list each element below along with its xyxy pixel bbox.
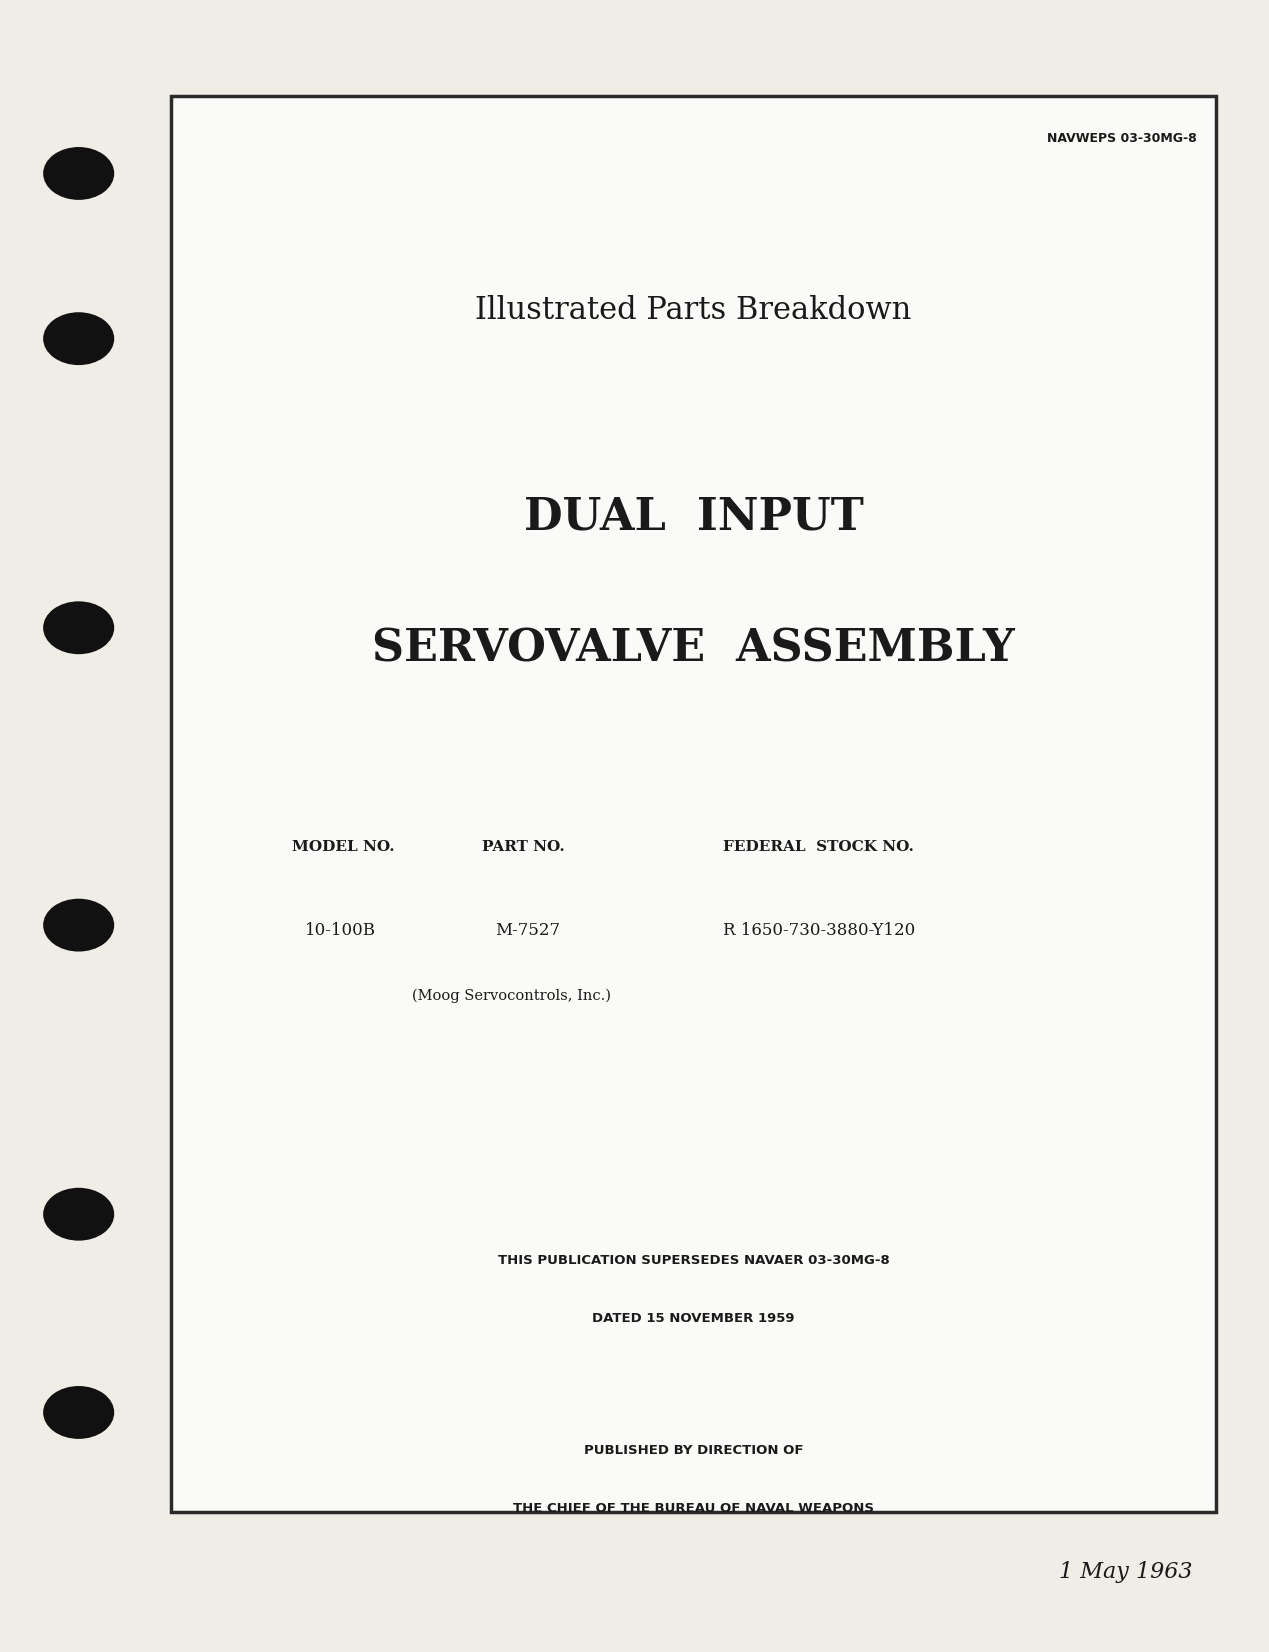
Bar	[171, 96, 1216, 1512]
Text: SERVOVALVE  ASSEMBLY: SERVOVALVE ASSEMBLY	[372, 628, 1015, 671]
Text: 1 May 1963: 1 May 1963	[1060, 1561, 1193, 1583]
Ellipse shape	[43, 147, 114, 200]
Text: R 1650-730-3880-Y120: R 1650-730-3880-Y120	[723, 922, 915, 938]
Text: 10-100B: 10-100B	[305, 922, 376, 938]
Ellipse shape	[43, 1386, 114, 1439]
Text: THIS PUBLICATION SUPERSEDES NAVAER 03-30MG-8: THIS PUBLICATION SUPERSEDES NAVAER 03-30…	[497, 1254, 890, 1267]
Ellipse shape	[43, 899, 114, 952]
Text: DATED 15 NOVEMBER 1959: DATED 15 NOVEMBER 1959	[593, 1312, 794, 1325]
Ellipse shape	[43, 1188, 114, 1241]
Text: (Moog Servocontrols, Inc.): (Moog Servocontrols, Inc.)	[412, 990, 612, 1003]
Text: MODEL NO.: MODEL NO.	[292, 841, 395, 854]
Ellipse shape	[43, 601, 114, 654]
Text: FEDERAL  STOCK NO.: FEDERAL STOCK NO.	[723, 841, 914, 854]
Ellipse shape	[43, 312, 114, 365]
Text: M-7527: M-7527	[495, 922, 560, 938]
Text: NAVWEPS 03-30MG-8: NAVWEPS 03-30MG-8	[1047, 132, 1197, 145]
Text: PART NO.: PART NO.	[482, 841, 565, 854]
Text: Illustrated Parts Breakdown: Illustrated Parts Breakdown	[476, 296, 911, 325]
Text: DUAL  INPUT: DUAL INPUT	[524, 496, 863, 539]
Text: PUBLISHED BY DIRECTION OF: PUBLISHED BY DIRECTION OF	[584, 1444, 803, 1457]
Text: THE CHIEF OF THE BUREAU OF NAVAL WEAPONS: THE CHIEF OF THE BUREAU OF NAVAL WEAPONS	[513, 1502, 874, 1515]
